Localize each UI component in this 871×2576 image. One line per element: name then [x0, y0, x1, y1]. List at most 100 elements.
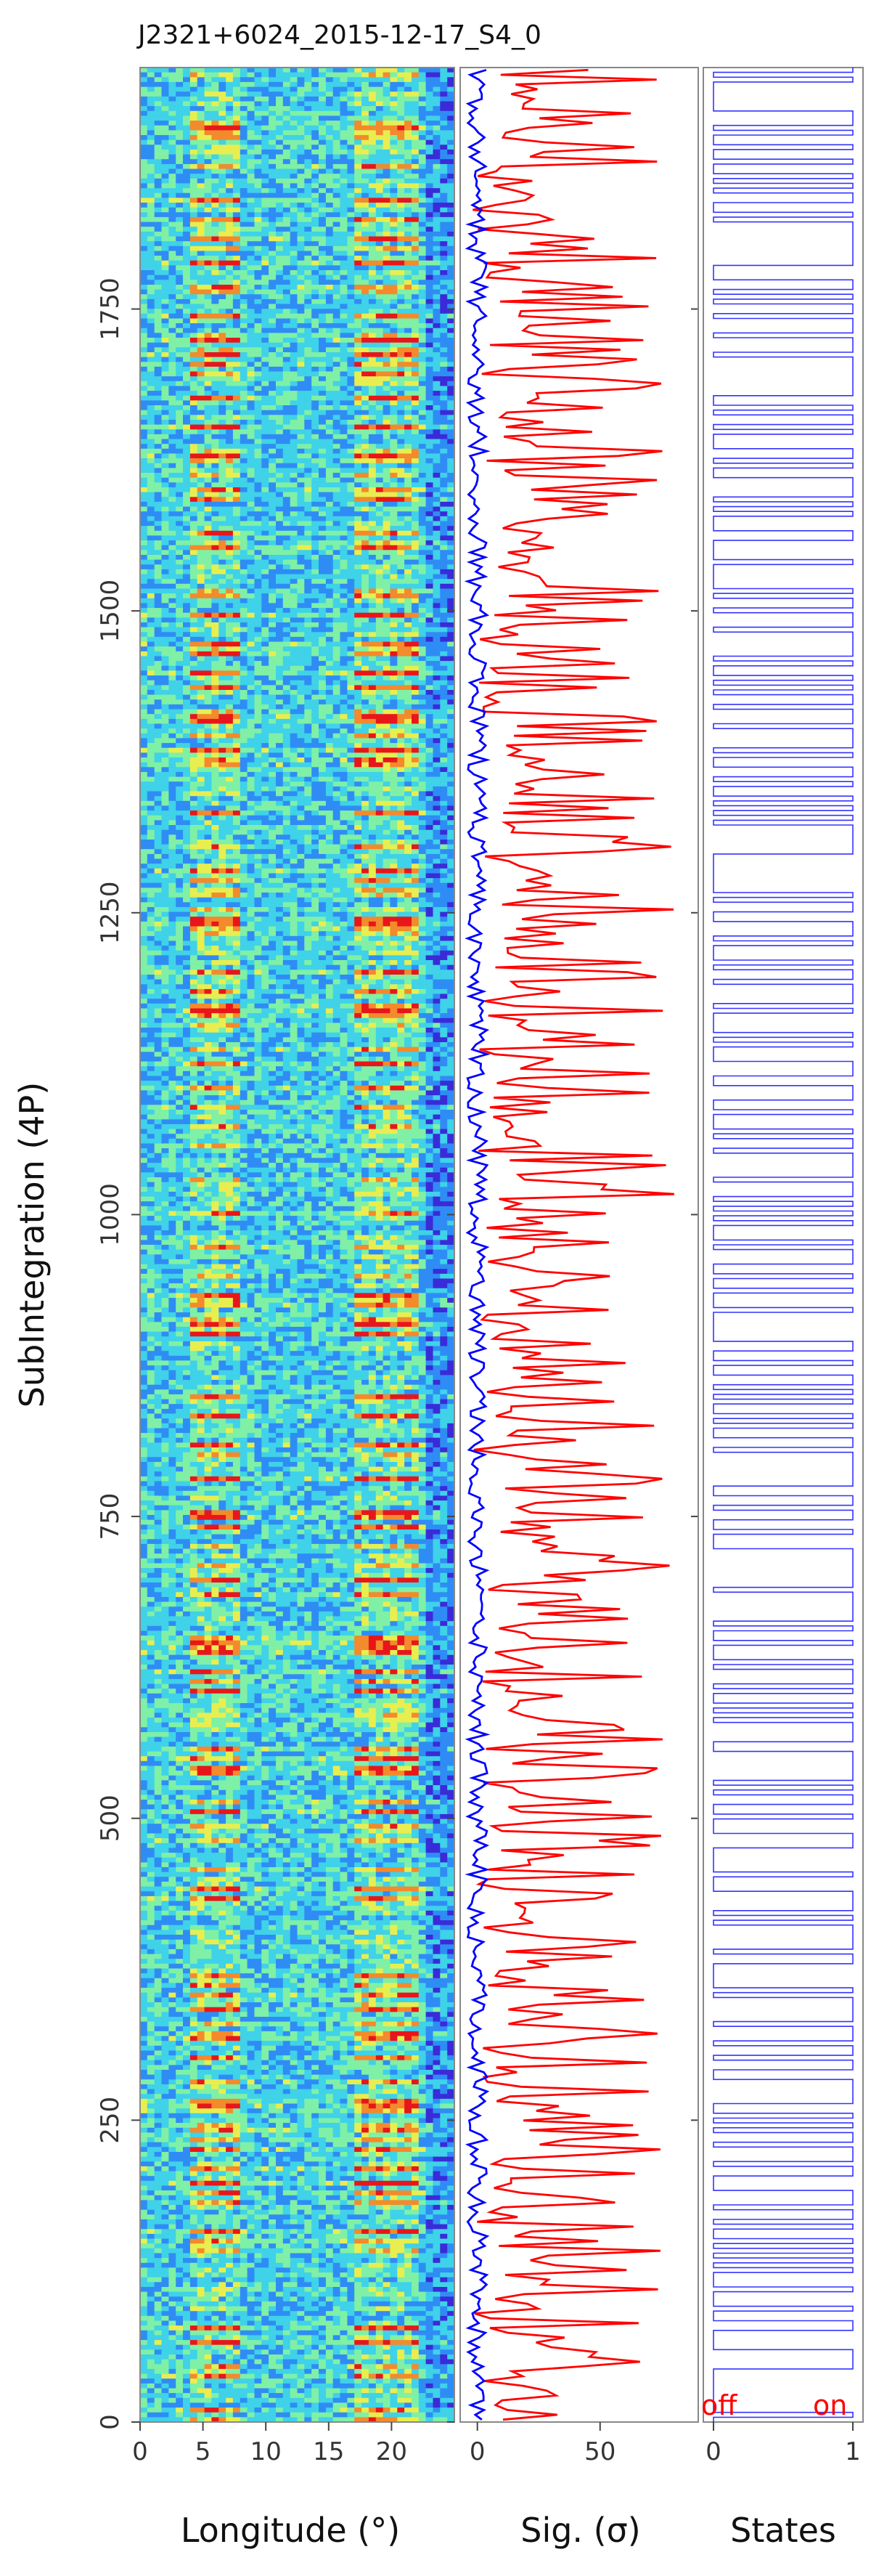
heatmap-cell	[232, 583, 241, 589]
heatmap-cell	[383, 583, 390, 589]
heatmap-cell	[425, 241, 433, 247]
heatmap-cell	[282, 86, 291, 92]
heatmap-cell	[204, 429, 212, 435]
heatmap-cell	[361, 192, 369, 198]
heatmap-cell	[261, 174, 269, 179]
heatmap-cell	[297, 280, 305, 285]
heatmap-cell	[290, 347, 298, 353]
heatmap-cell	[425, 477, 433, 483]
heatmap-cell	[247, 545, 255, 550]
heatmap-cell	[390, 168, 398, 174]
heatmap-cell	[276, 381, 284, 386]
heatmap-cell	[340, 506, 348, 512]
heatmap-cell	[311, 506, 319, 512]
heatmap-cell	[140, 313, 148, 319]
heatmap-cell	[261, 256, 269, 261]
heatmap-cell	[276, 569, 284, 575]
heatmap-cell	[375, 231, 384, 237]
heatmap-cell	[147, 328, 155, 333]
heatmap-cell	[211, 424, 219, 430]
heatmap-cell	[390, 338, 398, 344]
heatmap-cell	[140, 497, 148, 503]
heatmap-cell	[161, 92, 169, 97]
heatmap-cell	[404, 598, 412, 604]
heatmap-cell	[168, 376, 176, 382]
heatmap-cell	[332, 275, 341, 280]
heatmap-cell	[447, 198, 455, 203]
heatmap-cell	[211, 115, 219, 121]
heatmap-cell	[375, 342, 384, 348]
heatmap-cell	[390, 482, 398, 488]
heatmap-cell	[368, 492, 377, 497]
heatmap-cell	[247, 323, 255, 329]
heatmap-cell	[425, 130, 433, 136]
heatmap-cell	[412, 174, 420, 179]
heatmap-cell	[397, 434, 405, 440]
heatmap-cell	[304, 207, 312, 213]
heatmap-cell	[361, 579, 369, 585]
heatmap-cell	[311, 309, 319, 314]
heatmap-cell	[375, 318, 384, 324]
heatmap-cell	[247, 139, 255, 145]
heatmap-cell	[332, 333, 341, 338]
heatmap-cell	[325, 304, 334, 309]
heatmap-cell	[232, 468, 241, 474]
heatmap-cell	[397, 251, 405, 256]
heatmap-cell	[254, 207, 262, 213]
heatmap-cell	[383, 251, 390, 256]
heatmap-cell	[218, 198, 226, 203]
heatmap-cell	[354, 603, 362, 609]
heatmap-cell	[325, 420, 334, 426]
heatmap-cell	[412, 265, 420, 271]
heatmap-cell	[319, 564, 327, 570]
heatmap-cell	[154, 501, 163, 508]
heatmap-cell	[440, 289, 448, 295]
heatmap-cell	[440, 241, 448, 247]
heatmap-cell	[397, 400, 405, 406]
heatmap-cell	[140, 338, 148, 344]
heatmap-cell	[340, 96, 348, 102]
heatmap-cell	[447, 304, 455, 309]
heatmap-cell	[340, 159, 348, 165]
heatmap-cell	[232, 260, 241, 266]
heatmap-cell	[183, 260, 191, 266]
heatmap-cell	[161, 260, 169, 266]
heatmap-cell	[189, 424, 198, 430]
heatmap-cell	[140, 530, 148, 536]
heatmap-cell	[304, 289, 312, 295]
heatmap-cell	[319, 275, 327, 280]
heatmap-cell	[197, 174, 205, 179]
heatmap-cell	[290, 540, 298, 546]
heatmap-cell	[297, 535, 305, 541]
heatmap-cell	[332, 463, 341, 468]
heatmap-cell	[418, 154, 427, 160]
heatmap-cell	[425, 506, 433, 512]
heatmap-cell	[425, 473, 433, 479]
heatmap-cell	[368, 154, 377, 160]
heatmap-cell	[375, 559, 384, 565]
heatmap-cell	[247, 400, 255, 406]
heatmap-cell	[183, 139, 191, 145]
heatmap-cell	[176, 444, 184, 450]
heatmap-cell	[404, 280, 412, 285]
heatmap-cell	[276, 501, 284, 508]
heatmap-cell	[325, 468, 334, 474]
heatmap-cell	[418, 444, 427, 450]
heatmap-cell	[189, 535, 198, 541]
heatmap-cell	[404, 245, 412, 251]
heatmap-cell	[168, 579, 176, 585]
heatmap-cell	[311, 121, 319, 126]
heatmap-cell	[375, 159, 384, 165]
heatmap-cell	[226, 154, 234, 160]
heatmap-cell	[418, 608, 427, 614]
heatmap-cell	[140, 366, 148, 373]
heatmap-cell	[276, 521, 284, 527]
heatmap-cell	[140, 603, 148, 609]
heatmap-cell	[254, 318, 262, 324]
heatmap-cell	[168, 357, 176, 362]
heatmap-cell	[340, 260, 348, 266]
heatmap-cell	[254, 309, 262, 314]
heatmap-cell	[332, 487, 341, 493]
heatmap-cell	[325, 222, 334, 227]
heatmap-cell	[240, 555, 248, 561]
